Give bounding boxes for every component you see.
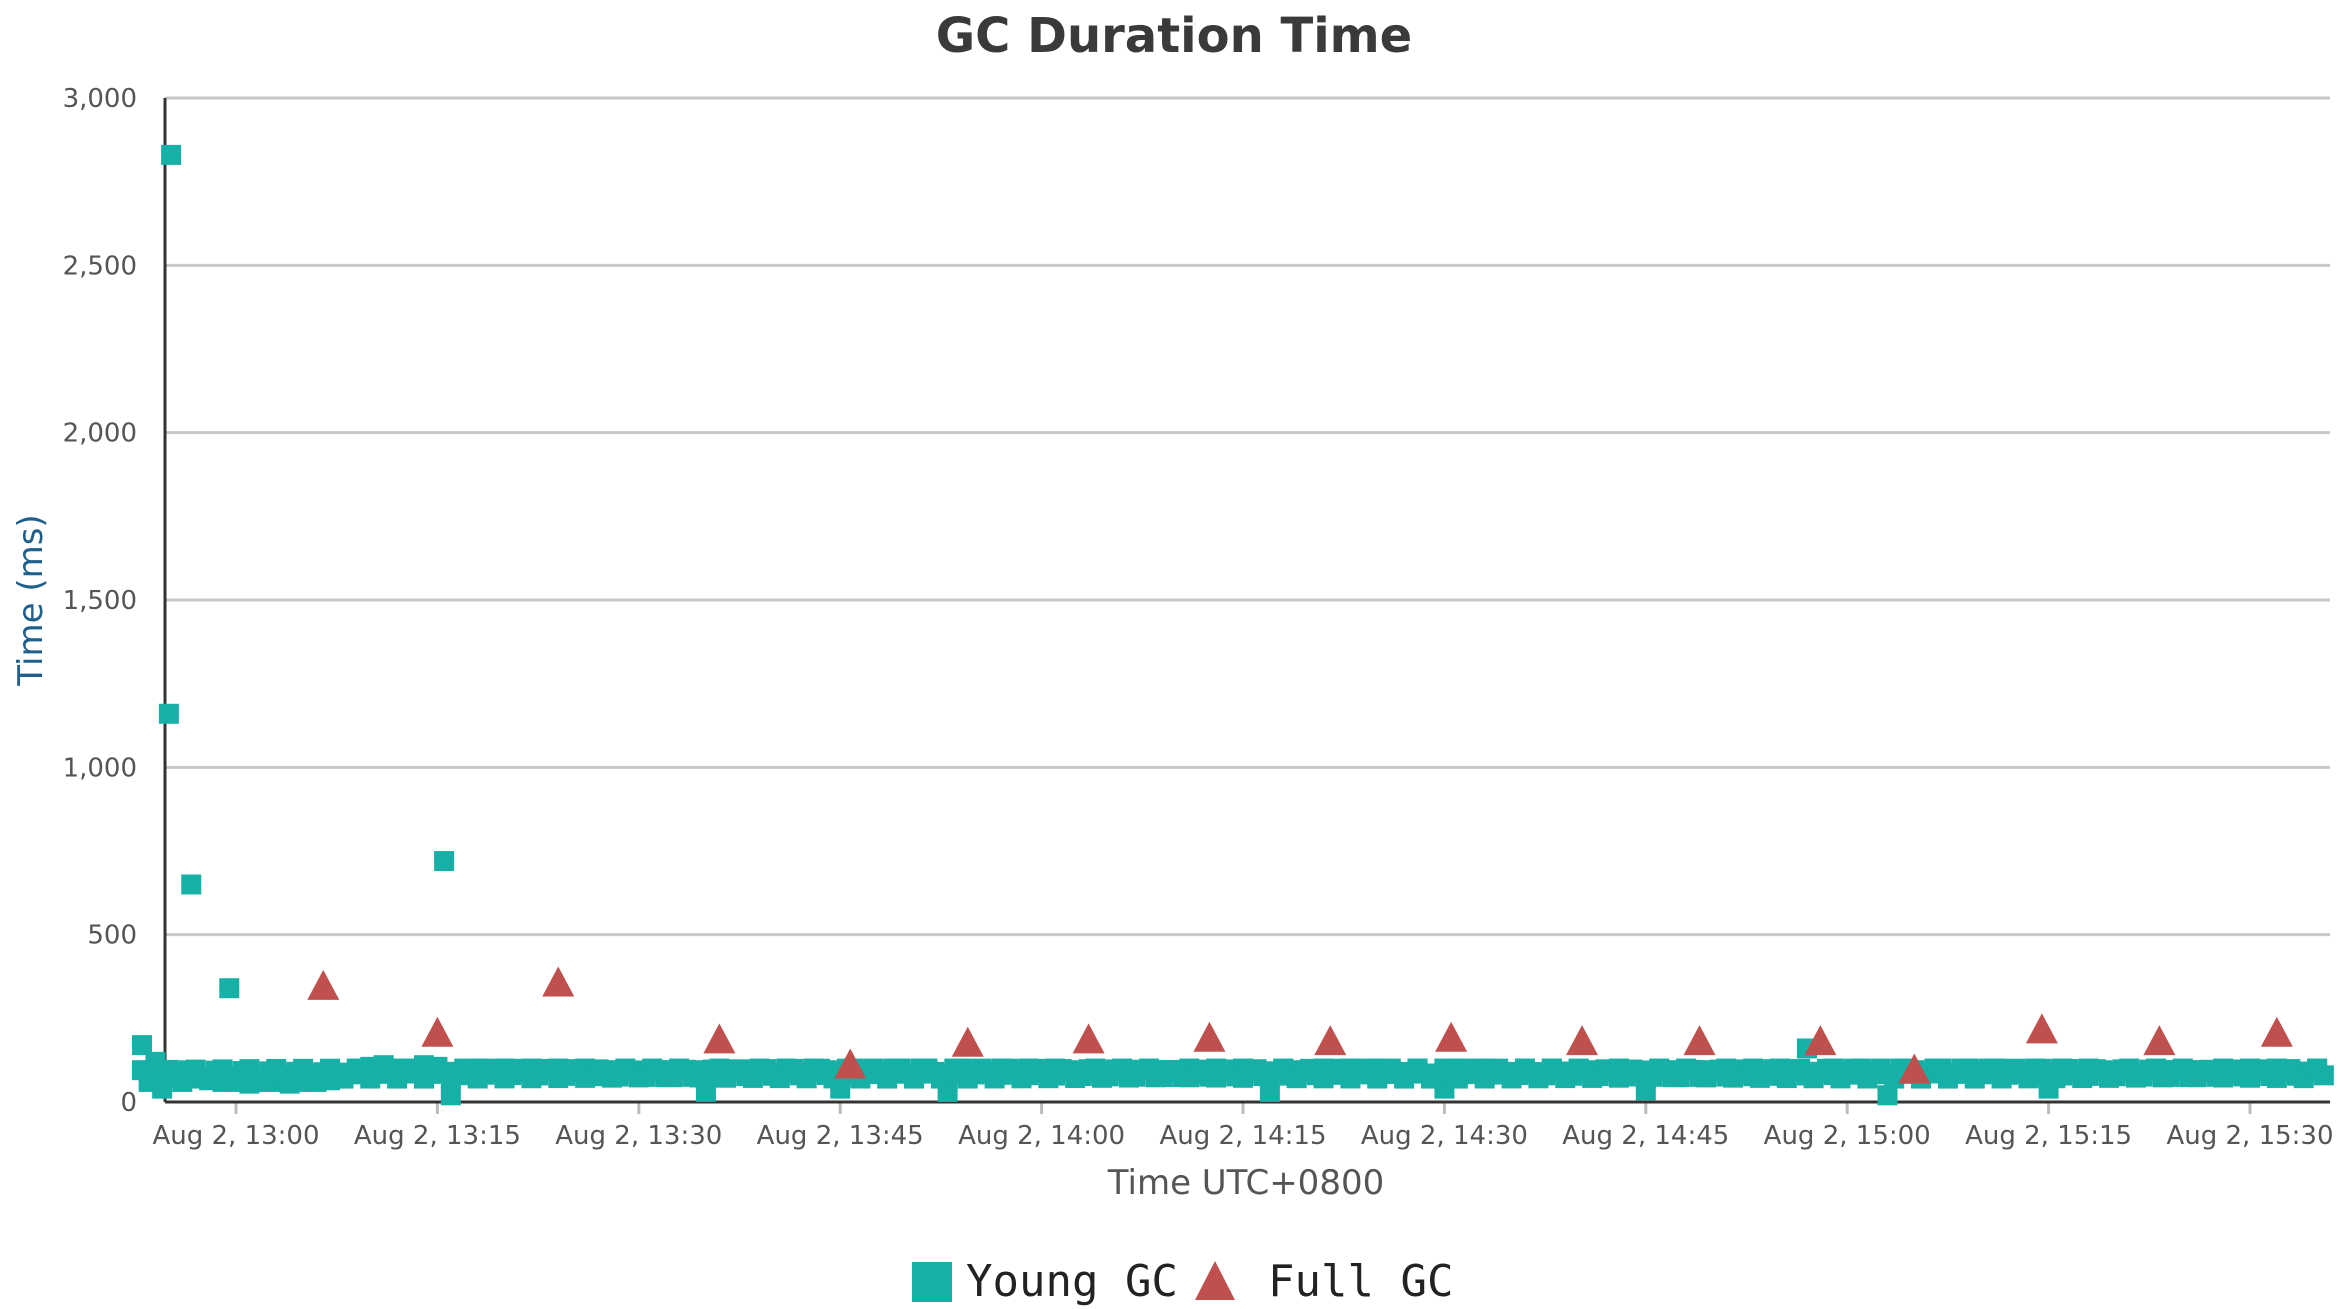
y-tick-label: 1,500 bbox=[63, 586, 137, 616]
y-tick-label: 2,000 bbox=[63, 419, 137, 449]
x-axis-ticks: Aug 2, 13:00 Aug 2, 13:15 Aug 2, 13:30 Aug … bbox=[152, 1102, 2334, 1151]
full-gc-point[interactable] bbox=[2025, 1013, 2058, 1044]
y-tick-label: 1,000 bbox=[63, 753, 137, 783]
x-tick-label: Aug 2, 15:15 bbox=[1965, 1121, 2132, 1151]
full-gc-point[interactable] bbox=[1193, 1021, 1226, 1052]
full-gc-point[interactable] bbox=[421, 1016, 454, 1047]
y-axis-ticks: 0 500 1,000 1,500 2,000 2,500 3,000 bbox=[63, 84, 137, 1118]
full-gc-point[interactable] bbox=[307, 969, 340, 1000]
x-tick-label: Aug 2, 13:30 bbox=[555, 1121, 722, 1151]
y-tick-label: 0 bbox=[120, 1088, 137, 1118]
x-tick-label: Aug 2, 14:15 bbox=[1159, 1121, 1326, 1151]
young-gc-point[interactable] bbox=[2313, 1065, 2334, 1086]
young-gc-point[interactable] bbox=[219, 978, 240, 999]
young-gc-point[interactable] bbox=[434, 851, 455, 872]
young-gc-point[interactable] bbox=[181, 874, 202, 895]
x-tick-label: Aug 2, 15:30 bbox=[2166, 1121, 2333, 1151]
x-tick-label: Aug 2, 13:45 bbox=[757, 1121, 924, 1151]
young-gc-series bbox=[132, 144, 2334, 1106]
y-axis-title: Time (ms) bbox=[11, 514, 51, 686]
x-tick-label: Aug 2, 14:00 bbox=[958, 1121, 1125, 1151]
full-gc-point[interactable] bbox=[834, 1048, 867, 1079]
full-gc-point[interactable] bbox=[2143, 1025, 2176, 1056]
legend-young-gc-label[interactable]: Young GC bbox=[966, 1256, 1178, 1307]
full-gc-point[interactable] bbox=[951, 1026, 984, 1057]
young-gc-point[interactable] bbox=[1877, 1085, 1898, 1106]
full-gc-point[interactable] bbox=[1898, 1053, 1931, 1084]
full-gc-point[interactable] bbox=[1566, 1025, 1599, 1056]
full-gc-point[interactable] bbox=[1314, 1025, 1347, 1056]
young-gc-point[interactable] bbox=[158, 703, 179, 724]
young-gc-point[interactable] bbox=[440, 1085, 461, 1106]
full-gc-series bbox=[307, 966, 2293, 1084]
y-tick-label: 2,500 bbox=[63, 251, 137, 281]
full-gc-point[interactable] bbox=[703, 1023, 736, 1054]
young-gc-point[interactable] bbox=[161, 144, 182, 165]
legend: Young GC Full GC bbox=[912, 1256, 1453, 1307]
x-tick-label: Aug 2, 14:30 bbox=[1361, 1121, 1528, 1151]
legend-full-gc-marker[interactable] bbox=[1195, 1261, 1235, 1300]
y-tick-label: 500 bbox=[87, 921, 137, 951]
x-tick-label: Aug 2, 15:00 bbox=[1764, 1121, 1931, 1151]
legend-full-gc-label[interactable]: Full GC bbox=[1268, 1256, 1453, 1307]
full-gc-point[interactable] bbox=[2260, 1016, 2293, 1047]
y-tick-label: 3,000 bbox=[63, 84, 137, 114]
x-tick-label: Aug 2, 14:45 bbox=[1562, 1121, 1729, 1151]
full-gc-point[interactable] bbox=[1804, 1025, 1837, 1056]
gridlines bbox=[165, 96, 2330, 937]
full-gc-point[interactable] bbox=[1435, 1021, 1468, 1052]
x-tick-label: Aug 2, 13:00 bbox=[152, 1121, 319, 1151]
full-gc-point[interactable] bbox=[1683, 1025, 1716, 1056]
x-axis-title: Time UTC+0800 bbox=[1107, 1163, 1384, 1203]
full-gc-point[interactable] bbox=[1072, 1023, 1105, 1054]
legend-young-gc-marker[interactable] bbox=[912, 1262, 952, 1302]
full-gc-point[interactable] bbox=[542, 966, 575, 997]
chart-title: GC Duration Time bbox=[936, 8, 1412, 64]
young-gc-point[interactable] bbox=[132, 1035, 153, 1056]
x-tick-label: Aug 2, 13:15 bbox=[354, 1121, 521, 1151]
